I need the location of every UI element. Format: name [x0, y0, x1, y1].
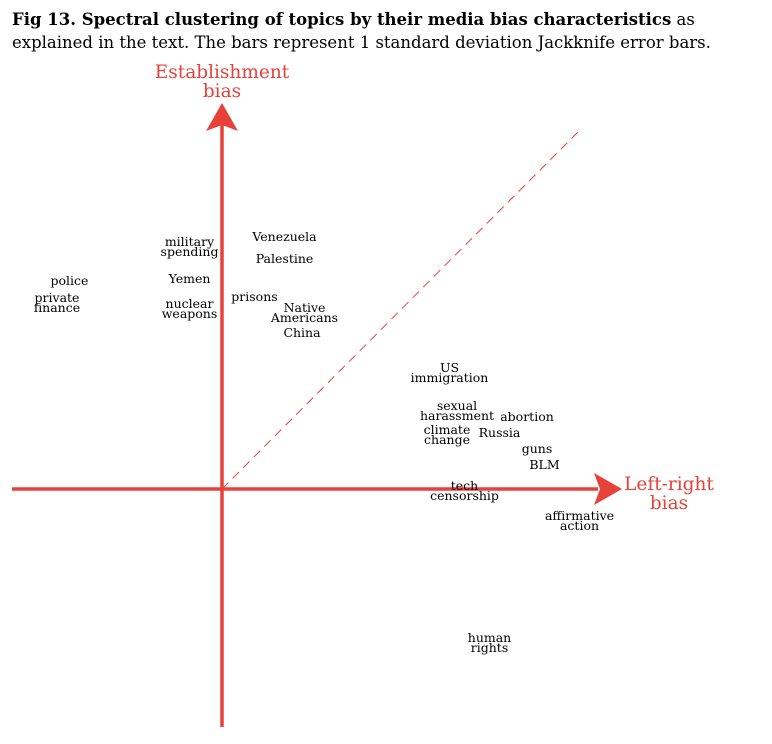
y-axis-title: Establishment bias	[155, 62, 290, 102]
topic-label-russia: Russia	[479, 425, 521, 440]
topic-label-blm: BLM	[529, 457, 559, 472]
x-axis-arrowhead	[594, 473, 622, 505]
caption-rest: as explained in the text. The bars repre…	[12, 10, 711, 52]
topic-label-palestine: Palestine	[256, 251, 314, 266]
caption-title: Spectral clustering of topics by their m…	[81, 10, 672, 29]
topic-label-tech-censorship: tech censorship	[430, 478, 499, 503]
topic-label-nuclear-weapons: nuclear weapons	[162, 296, 218, 321]
topic-label-native-americans: Native Americans	[270, 300, 338, 325]
topic-label-us-immigration: US immigration	[411, 360, 489, 385]
caption-label: Fig 13.	[12, 10, 76, 29]
topic-labels: military spending Venezuela Palestine police…	[34, 229, 614, 655]
svg-text:bias: bias	[650, 493, 688, 514]
svg-text:bias: bias	[203, 81, 241, 102]
topic-label-abortion: abortion	[500, 409, 554, 424]
topic-label-human-rights: human rights	[468, 630, 511, 655]
topic-label-yemen: Yemen	[168, 271, 211, 286]
topic-label-affirmative-action: affirmative action	[545, 508, 614, 533]
topic-label-sexual-harassment: sexual harassment	[420, 398, 494, 423]
topic-label-police: police	[51, 273, 89, 288]
svg-text:Left-right: Left-right	[624, 474, 714, 495]
topic-label-prisons: prisons	[231, 289, 277, 304]
topic-label-guns: guns	[522, 441, 553, 456]
x-axis-title: Left-right bias	[624, 474, 714, 514]
topic-label-venezuela: Venezuela	[251, 229, 317, 244]
figure-caption: Fig 13. Spectral clustering of topics by…	[12, 8, 762, 54]
topic-label-military-spending: military spending	[161, 234, 219, 259]
diagonal-reference-line	[221, 129, 581, 490]
topic-label-china: China	[283, 325, 321, 340]
topic-label-private-finance: private finance	[34, 290, 80, 315]
svg-text:Establishment: Establishment	[155, 62, 290, 83]
y-axis-arrowhead	[206, 103, 238, 131]
topic-label-climate-change: climate change	[424, 422, 471, 447]
